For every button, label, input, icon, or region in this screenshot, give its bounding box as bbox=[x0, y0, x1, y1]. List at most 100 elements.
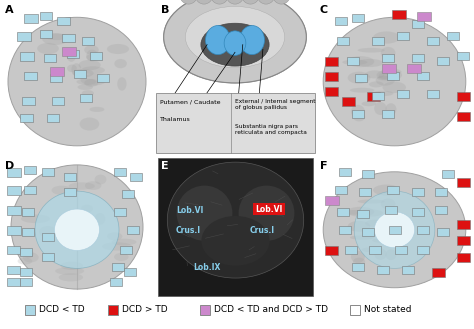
Bar bbox=[417, 226, 429, 234]
Bar bbox=[90, 52, 102, 60]
Ellipse shape bbox=[385, 103, 396, 115]
Ellipse shape bbox=[370, 241, 441, 276]
Bar bbox=[24, 72, 37, 80]
Bar bbox=[397, 32, 409, 40]
Bar bbox=[357, 210, 369, 218]
Text: Putamen / Caudate: Putamen / Caudate bbox=[160, 99, 220, 104]
Ellipse shape bbox=[375, 75, 395, 86]
Ellipse shape bbox=[18, 258, 32, 265]
Ellipse shape bbox=[32, 94, 101, 133]
Bar bbox=[22, 208, 34, 216]
Bar bbox=[110, 278, 122, 286]
Ellipse shape bbox=[374, 212, 415, 248]
Ellipse shape bbox=[23, 249, 34, 258]
Bar bbox=[62, 47, 76, 56]
Ellipse shape bbox=[52, 186, 72, 195]
Ellipse shape bbox=[80, 117, 100, 131]
Text: External / Internal segment
of globus pallidus: External / Internal segment of globus pa… bbox=[235, 99, 315, 110]
Ellipse shape bbox=[350, 88, 374, 93]
Text: A: A bbox=[5, 5, 14, 15]
Ellipse shape bbox=[374, 102, 387, 115]
Ellipse shape bbox=[76, 79, 96, 85]
Ellipse shape bbox=[376, 219, 402, 229]
Bar bbox=[47, 114, 59, 122]
Text: DCD > TD: DCD > TD bbox=[122, 306, 168, 315]
Ellipse shape bbox=[61, 262, 83, 270]
Ellipse shape bbox=[67, 64, 77, 72]
Ellipse shape bbox=[86, 50, 98, 62]
Bar bbox=[57, 17, 70, 25]
Bar bbox=[442, 170, 454, 178]
Bar bbox=[355, 74, 367, 82]
Ellipse shape bbox=[177, 186, 232, 241]
Ellipse shape bbox=[211, 0, 228, 4]
Ellipse shape bbox=[117, 77, 127, 91]
Ellipse shape bbox=[45, 34, 68, 40]
Bar bbox=[352, 263, 364, 271]
Ellipse shape bbox=[95, 213, 105, 225]
Ellipse shape bbox=[373, 185, 400, 195]
Ellipse shape bbox=[69, 182, 95, 190]
Bar bbox=[42, 233, 54, 241]
Bar bbox=[432, 268, 445, 277]
Bar bbox=[122, 190, 134, 198]
Bar bbox=[372, 37, 384, 45]
Ellipse shape bbox=[59, 273, 83, 281]
Ellipse shape bbox=[381, 218, 401, 224]
Ellipse shape bbox=[373, 31, 400, 44]
Ellipse shape bbox=[362, 101, 376, 106]
Text: D: D bbox=[5, 161, 14, 171]
Ellipse shape bbox=[342, 60, 367, 65]
Bar bbox=[387, 72, 399, 80]
Bar bbox=[350, 305, 360, 315]
Bar bbox=[325, 196, 339, 205]
Ellipse shape bbox=[377, 76, 391, 81]
Ellipse shape bbox=[85, 181, 101, 190]
Ellipse shape bbox=[358, 199, 385, 204]
Ellipse shape bbox=[383, 82, 406, 93]
Text: C: C bbox=[320, 5, 328, 15]
Bar bbox=[80, 94, 92, 102]
Ellipse shape bbox=[377, 37, 455, 114]
Ellipse shape bbox=[107, 44, 129, 54]
Bar bbox=[20, 52, 34, 61]
Ellipse shape bbox=[224, 31, 246, 55]
Ellipse shape bbox=[81, 66, 105, 74]
Bar bbox=[20, 268, 32, 276]
Bar bbox=[7, 278, 20, 286]
Bar bbox=[437, 57, 449, 65]
Ellipse shape bbox=[164, 0, 306, 83]
Ellipse shape bbox=[39, 226, 56, 238]
Text: Thalamus: Thalamus bbox=[160, 117, 191, 122]
Ellipse shape bbox=[73, 69, 94, 78]
Bar bbox=[325, 72, 338, 81]
Ellipse shape bbox=[347, 72, 370, 84]
Bar bbox=[156, 93, 315, 153]
Text: Lob.VI: Lob.VI bbox=[255, 205, 283, 214]
Ellipse shape bbox=[381, 198, 395, 209]
Ellipse shape bbox=[79, 60, 100, 70]
Ellipse shape bbox=[238, 186, 294, 241]
Bar bbox=[108, 305, 118, 315]
Ellipse shape bbox=[21, 215, 50, 223]
Bar bbox=[24, 186, 36, 194]
Ellipse shape bbox=[67, 189, 77, 197]
Ellipse shape bbox=[356, 59, 383, 67]
Ellipse shape bbox=[323, 172, 466, 288]
Ellipse shape bbox=[35, 191, 119, 268]
Ellipse shape bbox=[351, 105, 365, 118]
Ellipse shape bbox=[180, 0, 197, 4]
Ellipse shape bbox=[201, 23, 269, 66]
Text: E: E bbox=[161, 161, 169, 171]
Bar bbox=[407, 64, 421, 73]
Ellipse shape bbox=[362, 247, 376, 252]
Bar bbox=[345, 246, 357, 254]
Bar bbox=[392, 10, 406, 19]
Bar bbox=[352, 110, 364, 118]
Bar bbox=[50, 67, 64, 76]
Bar bbox=[362, 170, 374, 178]
Ellipse shape bbox=[365, 70, 384, 78]
Ellipse shape bbox=[114, 59, 127, 68]
Text: DCD < TD: DCD < TD bbox=[39, 306, 85, 315]
Bar bbox=[52, 97, 64, 105]
